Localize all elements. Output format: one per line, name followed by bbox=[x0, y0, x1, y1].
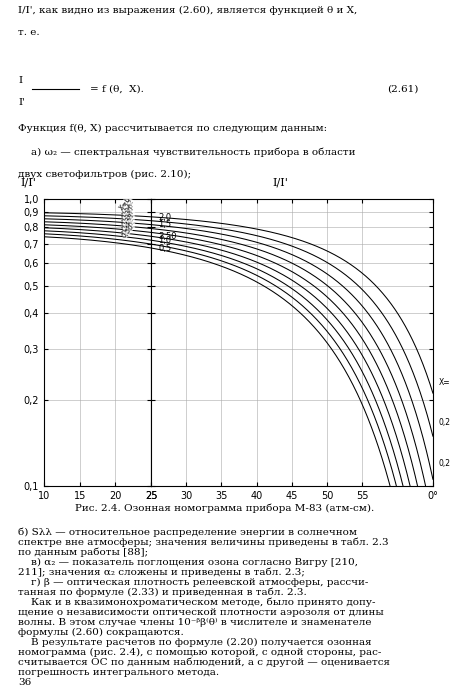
Text: считывается ОС по данным наблюдений, а с другой — оценивается: считывается ОС по данным наблюдений, а с… bbox=[18, 657, 390, 667]
Text: щение о независимости оптической плотности аэрозоля от длины: щение о независимости оптической плотнос… bbox=[18, 608, 384, 617]
Text: 0,46: 0,46 bbox=[121, 219, 135, 236]
Text: I: I bbox=[18, 76, 22, 85]
Text: 2,0: 2,0 bbox=[158, 212, 171, 221]
Text: 0,22: 0,22 bbox=[439, 418, 450, 427]
Text: по данным работы [88];: по данным работы [88]; bbox=[18, 547, 148, 557]
Text: 1,5: 1,5 bbox=[158, 221, 171, 230]
Text: 0,34: 0,34 bbox=[121, 209, 135, 225]
Text: номограмма (рис. 2.4), с помощью которой, с одной стороны, рас-: номограмма (рис. 2.4), с помощью которой… bbox=[18, 648, 382, 657]
Text: В результате расчетов по формуле (2.20) получается озонная: В результате расчетов по формуле (2.20) … bbox=[18, 637, 372, 646]
Text: г) β — оптическая плотность релеевской атмосферы, рассчи-: г) β — оптическая плотность релеевской а… bbox=[18, 578, 369, 587]
Text: 3,50: 3,50 bbox=[158, 233, 176, 242]
Text: X=0,18: X=0,18 bbox=[439, 378, 450, 387]
Text: б) Sλλ — относительное распределение энергии в солнечном: б) Sλλ — относительное распределение эне… bbox=[18, 527, 357, 537]
Text: т. е.: т. е. bbox=[18, 28, 40, 37]
Text: = f (θ,  X).: = f (θ, X). bbox=[90, 84, 144, 93]
Text: 0,38: 0,38 bbox=[121, 212, 135, 228]
Text: танная по формуле (2.33) и приведенная в табл. 2.3.: танная по формуле (2.33) и приведенная в… bbox=[18, 588, 307, 597]
Text: спектре вне атмосферы; значения величины приведены в табл. 2.3: спектре вне атмосферы; значения величины… bbox=[18, 538, 389, 547]
Text: 0,30: 0,30 bbox=[121, 206, 135, 221]
Text: 0,50: 0,50 bbox=[121, 224, 135, 239]
Text: (2.61): (2.61) bbox=[387, 84, 418, 93]
Text: Функция f(θ, X) рассчитывается по следующим данным:: Функция f(θ, X) рассчитывается по следую… bbox=[18, 124, 327, 133]
Text: I': I' bbox=[18, 98, 25, 107]
Text: I/I': I/I' bbox=[273, 178, 288, 188]
Text: 211]; значения α₂ сложены и приведены в табл. 2.3;: 211]; значения α₂ сложены и приведены в … bbox=[18, 567, 305, 577]
Text: 0,22: 0,22 bbox=[121, 198, 135, 214]
Text: Рис. 2.4. Озонная номограмма прибора М-83 (атм-см).: Рис. 2.4. Озонная номограмма прибора М-8… bbox=[76, 504, 374, 513]
Text: I/I': I/I' bbox=[21, 178, 36, 188]
Text: 0,26: 0,26 bbox=[439, 459, 450, 468]
Text: а) ω₂ — спектральная чувствительность прибора в области: а) ω₂ — спектральная чувствительность пр… bbox=[18, 147, 356, 157]
Text: Как и в квазимонохроматическом методе, было принято допу-: Как и в квазимонохроматическом методе, б… bbox=[18, 597, 375, 607]
Text: формулы (2.60) сокращаются.: формулы (2.60) сокращаются. bbox=[18, 628, 184, 637]
Text: в) α₂ — показатель поглощения озона согласно Вигру [210,: в) α₂ — показатель поглощения озона согл… bbox=[18, 558, 358, 567]
Text: двух светофильтров (рис. 2.10);: двух светофильтров (рис. 2.10); bbox=[18, 170, 191, 179]
Text: X=0,18: X=0,18 bbox=[118, 186, 139, 210]
Text: 0,26: 0,26 bbox=[121, 201, 135, 218]
Text: 0,5: 0,5 bbox=[158, 244, 171, 253]
Text: I/I', как видно из выражения (2.60), является функцией θ и X,: I/I', как видно из выражения (2.60), явл… bbox=[18, 6, 357, 15]
Text: погрешность интегрального метода.: погрешность интегрального метода. bbox=[18, 668, 219, 677]
Text: 0,42: 0,42 bbox=[121, 216, 135, 232]
Text: волны. В этом случае члены 10⁻ᵝβ⁽θ⁾ в числителе и знаменателе: волны. В этом случае члены 10⁻ᵝβ⁽θ⁾ в чи… bbox=[18, 617, 372, 627]
Text: 1,0: 1,0 bbox=[158, 236, 171, 245]
Text: 36: 36 bbox=[18, 677, 31, 686]
